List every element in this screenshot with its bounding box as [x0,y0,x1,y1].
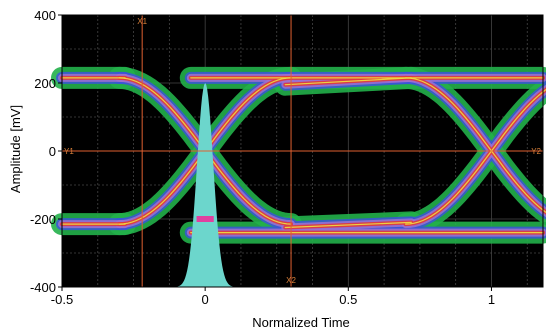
cursor-y-label: Y2 [531,147,541,156]
y-tick-label: 400 [34,8,56,23]
y-tick-label: -400 [30,280,56,295]
y-tick-label: 200 [34,76,56,91]
crossing-histogram [165,83,246,287]
histogram-marker [196,216,214,222]
plot-frame [61,14,544,288]
cursor-x-label: X2 [286,276,296,285]
ticks: -0.5 0 0.5 1 400 200 0 -200 -400 [30,8,544,307]
eye-trace [284,221,412,229]
x-axis-label: Normalized Time [252,315,350,330]
x-tick-label: 1 [488,292,495,307]
x-tick-label: 0.5 [339,292,357,307]
histogram-shape [165,83,246,287]
cursors: X1 X2 Y1 Y2 [62,15,543,287]
x-tick-label: 0 [202,292,209,307]
eye-trace [284,77,412,86]
y-tick-label: 0 [49,144,56,159]
cursor-y-label: Y1 [64,147,74,156]
y-axis-label: Amplitude [mV] [8,105,23,193]
cursor-x-label: X1 [137,17,147,26]
x-tick-label: -0.5 [51,292,73,307]
y-tick-label: -200 [30,212,56,227]
